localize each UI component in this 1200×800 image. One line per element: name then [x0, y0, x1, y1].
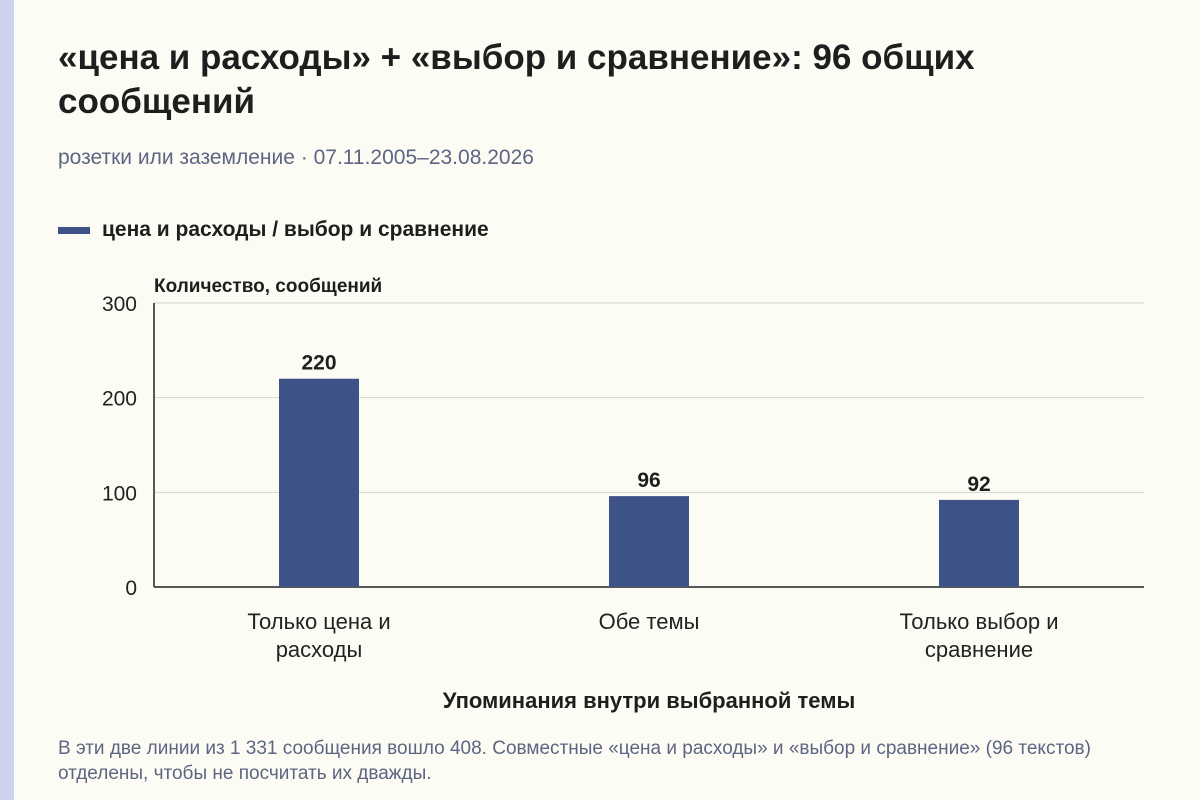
y-axis-label: Количество, сообщений: [154, 276, 382, 297]
y-tick-label: 300: [102, 293, 137, 316]
x-tick-label: Обе темы: [599, 609, 700, 634]
bar: [609, 496, 689, 587]
x-axis-label: Упоминания внутри выбранной темы: [443, 688, 856, 713]
bar-chart: 0 100 200 300 Количество, сообщений 220 Только…: [102, 276, 1144, 713]
data-label: 92: [967, 473, 990, 496]
legend-swatch: [58, 226, 90, 234]
bar: [279, 378, 359, 587]
chart-subtitle: розетки или заземление · 07.11.2005–23.0…: [58, 146, 534, 169]
accent-bar: [0, 0, 14, 800]
data-label: 220: [301, 352, 336, 375]
data-label: 96: [637, 469, 660, 492]
y-tick-label: 200: [102, 388, 137, 411]
x-tick-label: Только выбор и сравнение: [900, 609, 1059, 662]
legend-label: цена и расходы / выбор и сравнение: [102, 218, 489, 241]
legend: цена и расходы / выбор и сравнение: [58, 218, 489, 242]
y-tick-label: 0: [125, 577, 137, 600]
x-tick-label: Только цена и расходы: [247, 609, 390, 662]
y-tick-label: 100: [102, 482, 137, 505]
bar: [939, 499, 1019, 587]
footnote: В эти две линии из 1 331 сообщения вошло…: [58, 738, 1091, 784]
chart-title: «цена и расходы» + «выбор и сравнение»: …: [58, 38, 975, 121]
